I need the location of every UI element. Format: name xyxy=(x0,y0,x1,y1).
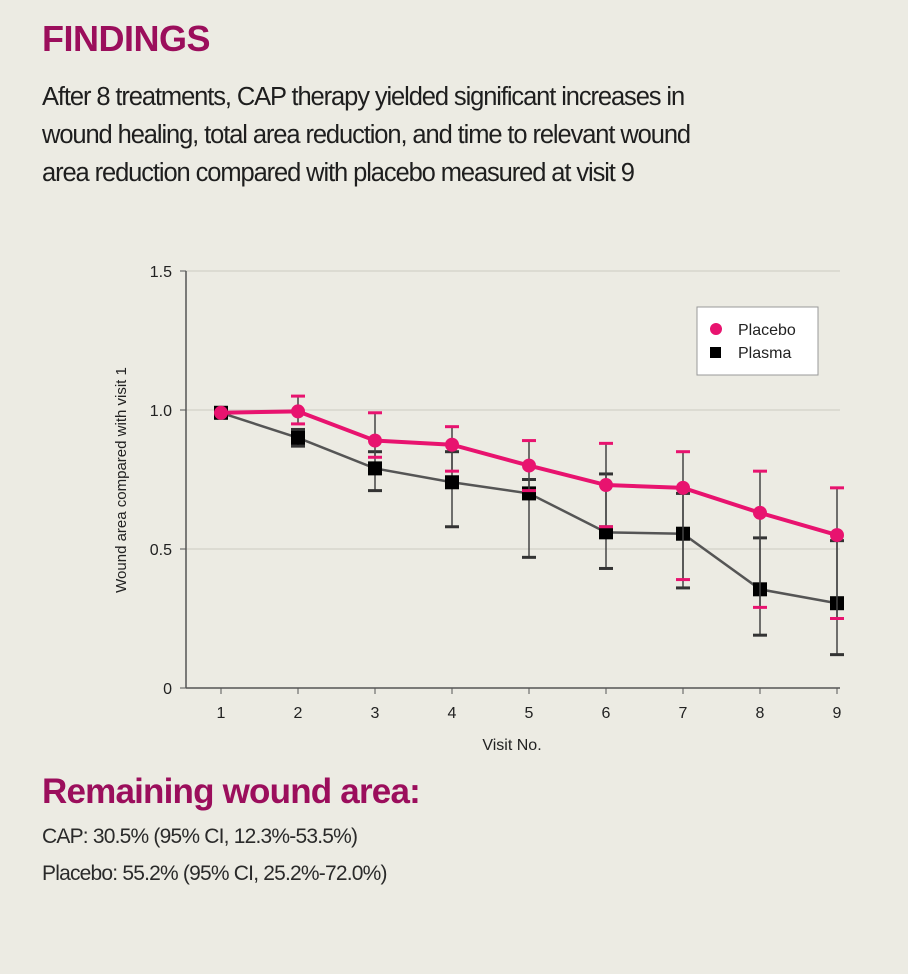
legend: Placebo Plasma xyxy=(696,306,819,376)
x-tick-label: 4 xyxy=(448,705,457,722)
findings-title: FINDINGS xyxy=(42,18,211,59)
y-tick-label: 1.0 xyxy=(150,403,172,420)
remaining-area-title: Remaining wound area: xyxy=(42,772,421,811)
legend-box xyxy=(696,306,819,376)
series-layer xyxy=(214,394,844,657)
data-point xyxy=(599,525,613,540)
data-point xyxy=(753,505,767,520)
series-placebo xyxy=(214,394,844,620)
y-tick-label: 0.5 xyxy=(150,542,172,559)
cap-result: CAP: 30.5% (95% CI, 12.3%-53.5%) xyxy=(42,825,358,848)
legend-plasma-marker xyxy=(710,347,721,358)
x-tick-label: 7 xyxy=(679,705,688,722)
data-point xyxy=(830,528,844,543)
x-tick-label: 6 xyxy=(602,705,611,722)
x-tick-label: 9 xyxy=(833,705,842,722)
tick-labels: 0 0.5 1.0 1.5 1 2 3 4 5 6 7 8 9 xyxy=(150,264,842,722)
data-point xyxy=(522,458,536,473)
x-tick-label: 3 xyxy=(371,705,380,722)
x-tick-label: 1 xyxy=(217,705,226,722)
data-point xyxy=(445,475,459,490)
x-tick-label: 2 xyxy=(294,705,303,722)
data-point xyxy=(291,404,305,419)
y-tick-label: 1.5 xyxy=(150,264,172,281)
data-point xyxy=(676,480,690,495)
placebo-result: Placebo: 55.2% (95% CI, 25.2%-72.0%) xyxy=(42,862,388,885)
data-point xyxy=(291,430,305,445)
data-point xyxy=(368,433,382,448)
x-tick-label: 8 xyxy=(756,705,765,722)
legend-placebo-marker xyxy=(710,323,722,335)
x-tick-label: 5 xyxy=(525,705,534,722)
data-point xyxy=(599,478,613,493)
legend-placebo-label: Placebo xyxy=(738,322,796,339)
legend-plasma-label: Plasma xyxy=(738,345,791,362)
y-axis-label: Wound area compared with visit 1 xyxy=(113,367,130,593)
findings-summary: After 8 treatments, CAP therapy yielded … xyxy=(42,83,691,187)
data-point xyxy=(214,405,228,420)
data-point xyxy=(368,461,382,476)
y-tick-label: 0 xyxy=(163,681,172,698)
x-axis-label: Visit No. xyxy=(482,737,541,754)
data-point xyxy=(445,437,459,452)
